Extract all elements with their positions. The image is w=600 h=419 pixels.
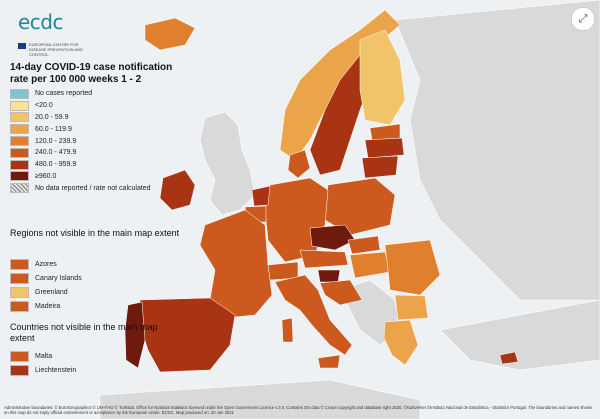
legend-swatch	[10, 159, 29, 170]
legend-label: No data reported / rate not calculated	[35, 184, 151, 192]
regions-swatch	[10, 259, 29, 270]
region-austria	[299, 249, 349, 269]
legend-item: <20.0	[10, 100, 151, 112]
region-denmark	[287, 149, 311, 179]
legend-swatch	[10, 112, 29, 123]
legend-item: No data reported / rate not calculated	[10, 182, 151, 194]
legend-label: <20.0	[35, 102, 53, 110]
region-lithuania	[361, 155, 399, 179]
region-greece	[383, 319, 419, 366]
legend-item: ≥960.0	[10, 171, 151, 183]
map-footer: Administrative boundaries: © EuroGeograp…	[4, 405, 593, 415]
legend-item: 20.0 - 59.9	[10, 112, 151, 124]
regions-item: Greenland	[10, 287, 68, 298]
region-iceland	[144, 17, 196, 51]
regions-item: Madeira	[10, 301, 60, 312]
regions-swatch	[10, 287, 29, 298]
regions-swatch	[10, 273, 29, 284]
logo-subtitle: EUROPEAN CENTRE FOR DISEASE PREVENTION A…	[29, 42, 83, 57]
regions-label: Azores	[35, 261, 57, 268]
legend-label: 480.0 - 959.9	[35, 161, 77, 169]
regions-heading: Regions not visible in the main map exte…	[10, 228, 180, 238]
expand-button[interactable]: ⤢	[571, 7, 595, 31]
legend-label: 60.0 - 119.9	[35, 125, 72, 133]
countries-item: Liechtenstein	[10, 365, 76, 376]
countries-label: Malta	[35, 353, 53, 360]
regions-label: Greenland	[35, 289, 68, 296]
region-portugal	[124, 301, 146, 369]
region-slovenia	[317, 269, 341, 283]
regions-label: Canary Islands	[35, 275, 82, 282]
eu-flag-icon	[18, 43, 26, 49]
regions-item: Azores	[10, 259, 57, 270]
legend-item: No cases reported	[10, 88, 151, 100]
region-latvia	[364, 137, 405, 159]
region-ireland	[159, 169, 196, 211]
countries-swatch	[10, 365, 29, 376]
legend-label: 120.0 - 239.9	[35, 137, 77, 145]
ecdc-logo: ecdc EUROPEAN CENTRE FOR DISEASE PREVENT…	[8, 6, 83, 57]
legend-label: No cases reported	[35, 90, 93, 98]
legend-swatch	[10, 100, 29, 111]
region-bulgaria	[394, 294, 429, 321]
legend: No cases reported <20.0 20.0 - 59.9 60.0 - …	[10, 88, 151, 194]
legend-label: 240.0 - 479.9	[35, 149, 77, 157]
region-finland	[359, 29, 406, 126]
region-romania	[384, 239, 441, 296]
region-cyprus	[499, 351, 519, 365]
regions-label: Madeira	[35, 303, 61, 310]
legend-swatch	[10, 88, 29, 99]
countries-swatch	[10, 351, 29, 362]
countries-heading: Countries not visible in the main map ex…	[10, 322, 158, 343]
countries-label: Liechtenstein	[35, 367, 77, 374]
legend-swatch	[10, 183, 29, 194]
region-switzerland	[267, 261, 299, 281]
legend-item: 60.0 - 119.9	[10, 123, 151, 135]
regions-swatch	[10, 301, 29, 312]
legend-swatch	[10, 124, 29, 135]
region-france	[199, 209, 273, 319]
region-netherlands	[251, 185, 271, 207]
legend-label: 20.0 - 59.9	[35, 113, 69, 121]
region-slovakia	[347, 235, 381, 255]
legend-item: 240.0 - 479.9	[10, 147, 151, 159]
logo-text: ecdc	[18, 10, 64, 34]
legend-swatch	[10, 136, 29, 147]
legend-label: ≥960.0	[35, 172, 57, 180]
legend-item: 480.0 - 959.9	[10, 159, 151, 171]
region-croatia	[319, 279, 363, 306]
region-italy	[274, 274, 353, 356]
legend-swatch	[10, 171, 29, 182]
countries-item: Malta	[10, 351, 52, 362]
region-sardinia	[281, 317, 294, 343]
legend-swatch	[10, 147, 29, 158]
map-title: 14-day COVID-19 case notification rate p…	[10, 62, 173, 85]
legend-item: 120.0 - 239.9	[10, 135, 151, 147]
region-sicily	[317, 354, 341, 369]
regions-item: Canary Islands	[10, 273, 82, 284]
expand-icon: ⤢	[578, 12, 588, 25]
region-czechia	[309, 224, 356, 251]
